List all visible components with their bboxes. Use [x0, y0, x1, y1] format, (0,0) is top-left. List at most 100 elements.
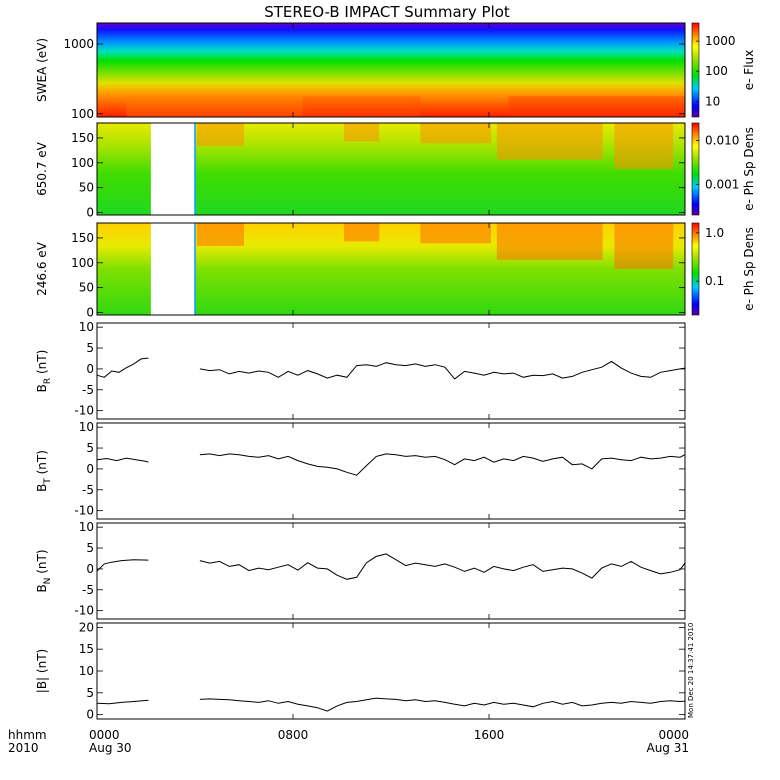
heatmap-warm-patch-1	[343, 223, 380, 242]
y-tick-label: 5	[86, 341, 94, 355]
colorbar: 0.1 1.0 e- Ph Sp Dens	[691, 222, 756, 316]
y-tick-label: 100	[71, 256, 94, 270]
colorbar-gradient	[691, 22, 700, 118]
y-tick-label: 20	[79, 620, 94, 634]
heatmap-warm-patch-2	[420, 123, 491, 144]
y-tick-label: 50	[79, 281, 94, 295]
x-tick-label: 0000	[658, 728, 689, 742]
y-axis-label: SWEA (eV)	[35, 38, 49, 102]
plot-title: STEREO-B IMPACT Summary Plot	[264, 3, 510, 21]
heatmap-warm-patch-3	[496, 223, 603, 260]
data-gap	[150, 123, 195, 215]
panel-frame	[96, 22, 686, 118]
y-tick-label: 50	[79, 181, 94, 195]
heatmap-image	[97, 23, 685, 117]
x-tick-label: 1600	[474, 728, 505, 742]
heatmap-texture-1	[302, 96, 421, 117]
y-tick-label: 150	[71, 231, 94, 245]
data-gap	[150, 223, 195, 315]
colorbar-gradient	[691, 122, 700, 216]
x-tick-label: 0000	[89, 728, 120, 742]
series-line-2	[199, 360, 686, 380]
x-tick-label: 0800	[278, 728, 309, 742]
y-tick-label: 10	[79, 320, 94, 334]
timestamp-stamp: Mon Dec 20 14:37:41 2010	[687, 623, 695, 718]
y-tick-label: 5	[86, 441, 94, 455]
y-tick-label: -5	[82, 483, 94, 497]
heatmap-warm-patch-0	[196, 123, 244, 146]
y-tick-label: 10	[79, 520, 94, 534]
x-tick-sublabel: Aug 31	[646, 741, 689, 755]
panel-7: 0 5 10 15 20 |B| (nT)	[35, 620, 686, 722]
y-tick-label: 10	[79, 420, 94, 434]
y-tick-label: 5	[86, 541, 94, 555]
y-axis-label: BT (nT)	[35, 450, 53, 492]
y-axis-label: |B| (nT)	[35, 649, 49, 693]
y-tick-label: -5	[82, 383, 94, 397]
colorbar: 10 100 1000 e- Flux	[691, 22, 756, 118]
series-line-1	[96, 457, 149, 463]
colorbar-tick-label: 10	[705, 94, 720, 108]
y-axis-label: 246.6 eV	[35, 241, 49, 296]
heatmap-texture-0	[126, 96, 303, 117]
panel-frame	[96, 522, 686, 620]
y-axis-label: 650.7 eV	[35, 141, 49, 196]
heatmap-texture-2	[508, 96, 685, 117]
y-tick-label: 1000	[63, 37, 94, 51]
heatmap-warm-patch-3	[496, 123, 603, 160]
series-line-1	[96, 357, 149, 378]
y-tick-label: 0	[86, 562, 94, 576]
colorbar-gradient	[691, 222, 700, 316]
y-tick-label: 0	[86, 708, 94, 722]
y-tick-label: 0	[86, 206, 94, 220]
y-tick-label: -5	[82, 583, 94, 597]
colorbar-tick-label: 0.1	[705, 274, 724, 288]
y-axis-label-subscript: R	[43, 378, 53, 384]
heatmap-warm-patch-4	[614, 123, 674, 169]
colorbar-tick-label: 100	[705, 64, 728, 78]
colorbar-tick-label: 1000	[705, 34, 736, 48]
y-axis-label-unit: (nT)	[35, 350, 49, 378]
panel-frame	[96, 222, 686, 316]
y-axis-label-subscript: N	[43, 578, 53, 585]
panel-2: 0.001 0.010 e- Ph Sp Dens 0 50 100 150 650.7 eV	[35, 122, 756, 220]
y-tick-label: -10	[74, 604, 94, 618]
heatmap-warm-patch-0	[196, 223, 244, 246]
series-line-1	[96, 699, 149, 705]
y-tick-label: 10	[79, 664, 94, 678]
y-tick-label: 0	[86, 362, 94, 376]
heatmap-warm-patch-1	[343, 123, 380, 142]
colorbar-label: e- Ph Sp Dens	[742, 127, 756, 211]
series-line-2	[199, 697, 686, 712]
panel-frame	[96, 322, 686, 420]
x-axis-unit-label: hhmm	[8, 728, 47, 742]
panel-frame	[96, 122, 686, 216]
y-axis-label-main: B	[35, 484, 49, 492]
colorbar-tick-label: 0.010	[705, 133, 739, 147]
series-line-2	[199, 553, 686, 580]
y-tick-label: -10	[74, 504, 94, 518]
colorbar-label: e- Flux	[742, 50, 756, 90]
colorbar-tick-label: 1.0	[705, 226, 724, 240]
y-tick-label: 100	[71, 156, 94, 170]
series-line-2	[199, 453, 686, 476]
series-line-1	[96, 559, 149, 572]
heatmap-warm-patch-4	[614, 223, 674, 269]
x-tick-sublabel: Aug 30	[89, 741, 132, 755]
y-tick-label: 5	[86, 686, 94, 700]
x-axis-year-label: 2010	[8, 741, 39, 755]
y-axis-label-subscript: T	[43, 478, 53, 485]
colorbar-tick-label: 0.001	[705, 177, 739, 191]
y-axis-label-main: B	[35, 584, 49, 592]
y-tick-label: 0	[86, 306, 94, 320]
y-axis-label-unit: (nT)	[35, 549, 49, 577]
y-axis-label-unit: (nT)	[35, 450, 49, 478]
panel-3: 0.1 1.0 e- Ph Sp Dens 0 50 100 150 246.6 eV	[35, 222, 756, 320]
y-tick-label: 150	[71, 131, 94, 145]
y-tick-label: 0	[86, 462, 94, 476]
colorbar-label: e- Ph Sp Dens	[742, 227, 756, 311]
